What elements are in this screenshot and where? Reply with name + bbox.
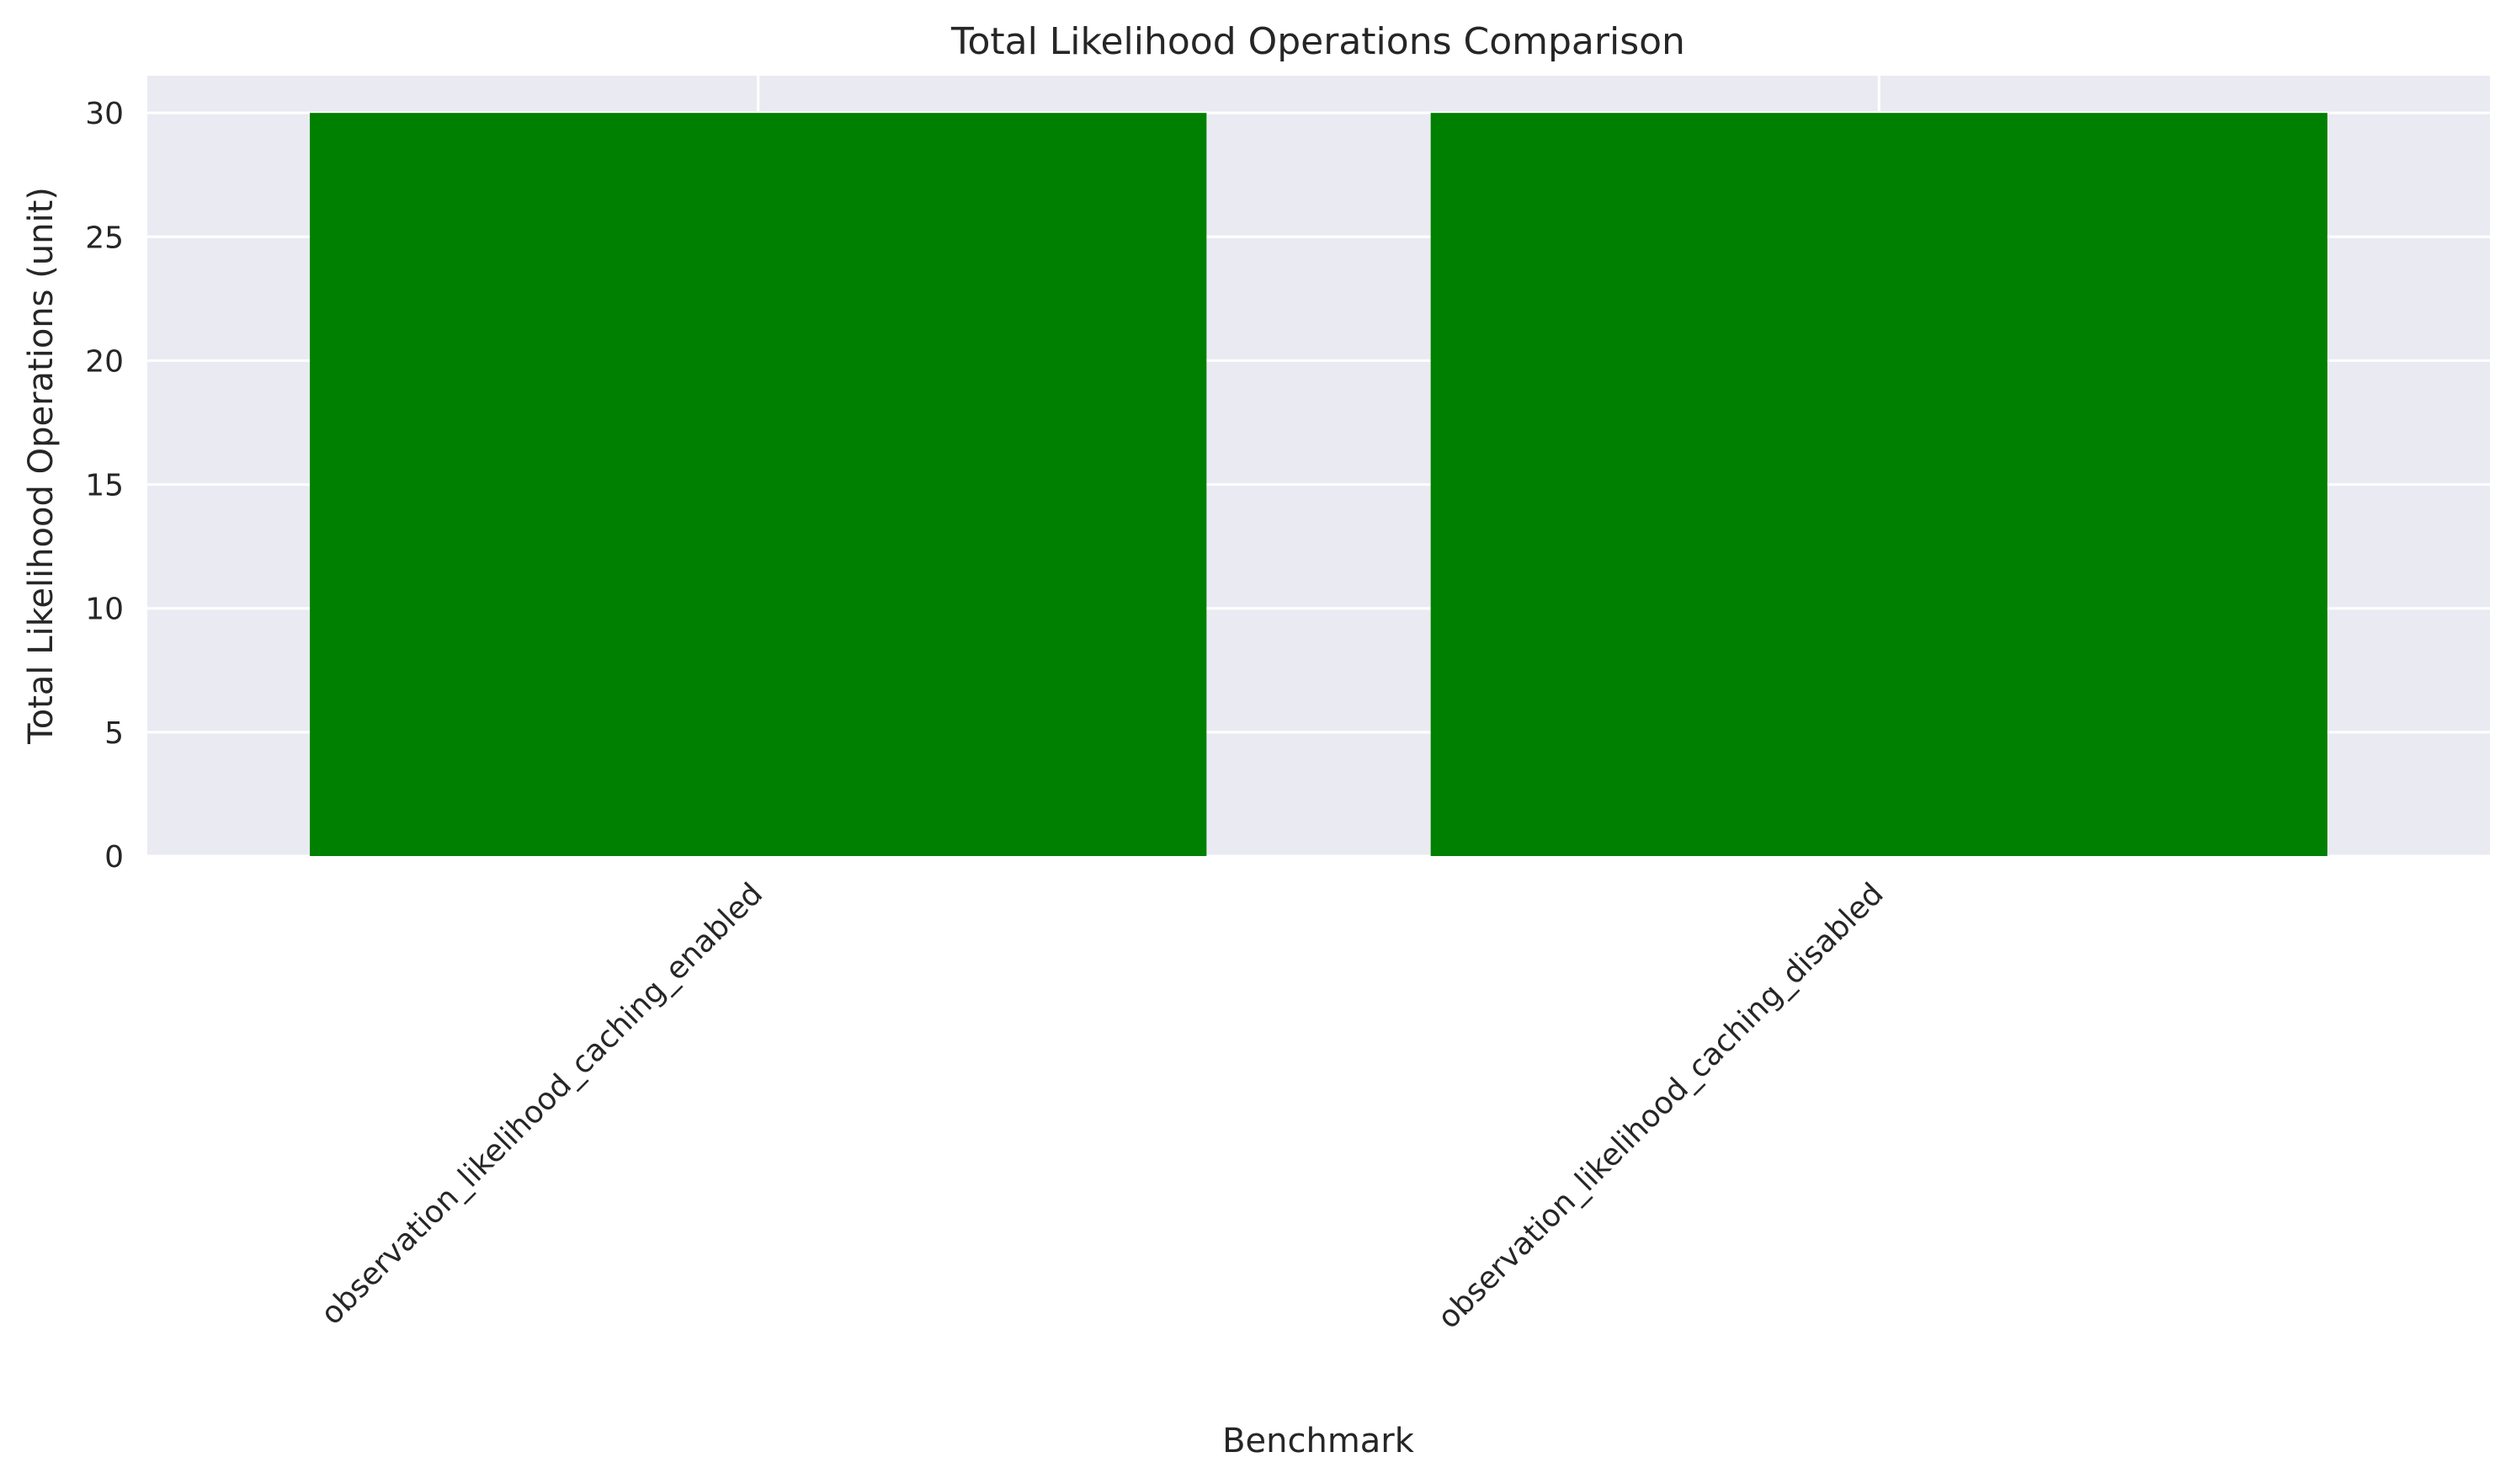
bars — [310, 113, 2327, 857]
y-tick-label: 15 — [85, 469, 124, 503]
y-tick-label: 20 — [85, 344, 124, 379]
y-tick-label: 25 — [85, 221, 124, 255]
y-tick-label: 10 — [85, 593, 124, 627]
y-tick-label: 5 — [104, 716, 124, 751]
y-tick-label: 30 — [85, 97, 124, 131]
bar-observation_likelihood_caching_disabled — [1430, 113, 2327, 857]
y-axis-label: Total Likelihood Operations (unit) — [22, 187, 61, 745]
y-tick-labels: 0 5 10 15 20 25 30 — [85, 97, 124, 875]
x-tick-label: observation_likelihood_caching_disabled — [1432, 876, 1891, 1335]
x-axis-label: Benchmark — [1222, 1422, 1415, 1460]
x-tick-labels: observation_likelihood_caching_enabled ob… — [315, 876, 1891, 1335]
bar-observation_likelihood_caching_enabled — [310, 113, 1207, 857]
chart-title: Total Likelihood Operations Comparison — [950, 20, 1685, 63]
y-tick-label: 0 — [104, 840, 124, 875]
x-tick-label: observation_likelihood_caching_enabled — [315, 876, 769, 1331]
